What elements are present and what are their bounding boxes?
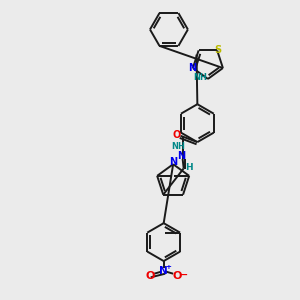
Text: N: N	[178, 151, 186, 161]
Text: O: O	[172, 130, 180, 140]
Text: O: O	[145, 271, 155, 281]
Text: NH: NH	[193, 73, 207, 82]
Text: S: S	[215, 45, 222, 56]
Text: −: −	[180, 270, 188, 280]
Text: N: N	[188, 63, 196, 73]
Text: N: N	[159, 266, 168, 275]
Text: NH: NH	[172, 142, 185, 151]
Text: O: O	[173, 271, 182, 281]
Text: H: H	[185, 163, 193, 172]
Text: N: N	[169, 157, 177, 167]
Text: +: +	[165, 264, 171, 270]
